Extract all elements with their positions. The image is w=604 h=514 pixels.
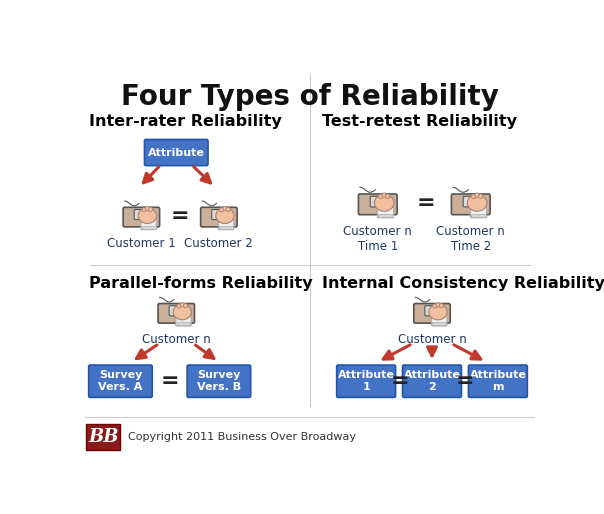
Ellipse shape <box>475 193 480 197</box>
FancyBboxPatch shape <box>144 139 208 166</box>
FancyBboxPatch shape <box>358 194 397 215</box>
Ellipse shape <box>223 207 227 211</box>
FancyBboxPatch shape <box>123 207 159 227</box>
Ellipse shape <box>216 208 234 224</box>
FancyBboxPatch shape <box>187 365 251 397</box>
Text: Customer n
Time 1: Customer n Time 1 <box>344 225 412 253</box>
FancyBboxPatch shape <box>212 210 223 219</box>
FancyBboxPatch shape <box>86 424 120 450</box>
FancyBboxPatch shape <box>469 365 527 397</box>
Text: Four Types of Reliability: Four Types of Reliability <box>121 83 498 111</box>
Text: Customer n: Customer n <box>397 334 466 346</box>
FancyBboxPatch shape <box>219 218 234 230</box>
Ellipse shape <box>439 304 443 308</box>
Ellipse shape <box>374 195 394 211</box>
Text: Customer 2: Customer 2 <box>184 237 253 250</box>
Ellipse shape <box>382 193 387 197</box>
Ellipse shape <box>436 303 440 307</box>
Ellipse shape <box>379 194 383 199</box>
Ellipse shape <box>173 304 191 320</box>
Text: Copyright 2011 Business Over Broadway: Copyright 2011 Business Over Broadway <box>128 432 356 442</box>
Ellipse shape <box>146 207 149 211</box>
Text: =: = <box>390 371 409 391</box>
Text: BB: BB <box>88 428 118 446</box>
FancyBboxPatch shape <box>336 365 396 397</box>
Ellipse shape <box>149 207 153 212</box>
Ellipse shape <box>472 194 476 199</box>
FancyBboxPatch shape <box>471 214 486 217</box>
Ellipse shape <box>184 304 188 308</box>
FancyBboxPatch shape <box>89 365 152 397</box>
FancyBboxPatch shape <box>378 206 394 218</box>
FancyBboxPatch shape <box>142 226 156 229</box>
Ellipse shape <box>220 208 223 212</box>
FancyBboxPatch shape <box>432 322 446 325</box>
Text: Survey
Vers. A: Survey Vers. A <box>98 371 143 392</box>
Text: Attribute: Attribute <box>148 148 205 157</box>
Text: Parallel-forms Reliability: Parallel-forms Reliability <box>89 276 313 291</box>
FancyBboxPatch shape <box>463 196 475 207</box>
Ellipse shape <box>138 208 156 224</box>
Text: =: = <box>171 206 190 226</box>
FancyBboxPatch shape <box>176 322 190 325</box>
Text: Attribute
1: Attribute 1 <box>338 371 394 392</box>
Ellipse shape <box>142 208 146 212</box>
Text: Customer n
Time 2: Customer n Time 2 <box>436 225 505 253</box>
FancyBboxPatch shape <box>414 304 450 323</box>
Text: Attribute
m: Attribute m <box>469 371 526 392</box>
Ellipse shape <box>478 194 483 198</box>
FancyBboxPatch shape <box>141 218 156 230</box>
FancyBboxPatch shape <box>378 214 393 217</box>
FancyBboxPatch shape <box>169 306 181 316</box>
Text: =: = <box>456 371 475 391</box>
Ellipse shape <box>226 207 230 212</box>
Text: Internal Consistency Reliability: Internal Consistency Reliability <box>322 276 604 291</box>
FancyBboxPatch shape <box>219 226 233 229</box>
FancyBboxPatch shape <box>471 206 487 218</box>
FancyBboxPatch shape <box>134 210 146 219</box>
Text: Survey
Vers. B: Survey Vers. B <box>197 371 241 392</box>
Text: Inter-rater Reliability: Inter-rater Reliability <box>89 114 282 129</box>
FancyBboxPatch shape <box>451 194 490 215</box>
FancyBboxPatch shape <box>402 365 461 397</box>
FancyBboxPatch shape <box>432 315 447 326</box>
Ellipse shape <box>177 304 181 308</box>
FancyBboxPatch shape <box>201 207 237 227</box>
Ellipse shape <box>432 304 437 308</box>
Text: =: = <box>417 193 435 213</box>
Ellipse shape <box>180 303 184 307</box>
Ellipse shape <box>467 195 487 211</box>
FancyBboxPatch shape <box>176 315 191 326</box>
Text: Customer n: Customer n <box>142 334 211 346</box>
Text: Test-retest Reliability: Test-retest Reliability <box>322 114 517 129</box>
FancyBboxPatch shape <box>425 306 436 316</box>
Text: Customer 1: Customer 1 <box>107 237 176 250</box>
Text: =: = <box>161 371 179 391</box>
FancyBboxPatch shape <box>370 196 382 207</box>
FancyBboxPatch shape <box>158 304 194 323</box>
Text: Attribute
2: Attribute 2 <box>403 371 460 392</box>
Ellipse shape <box>385 194 390 198</box>
Ellipse shape <box>429 304 447 320</box>
